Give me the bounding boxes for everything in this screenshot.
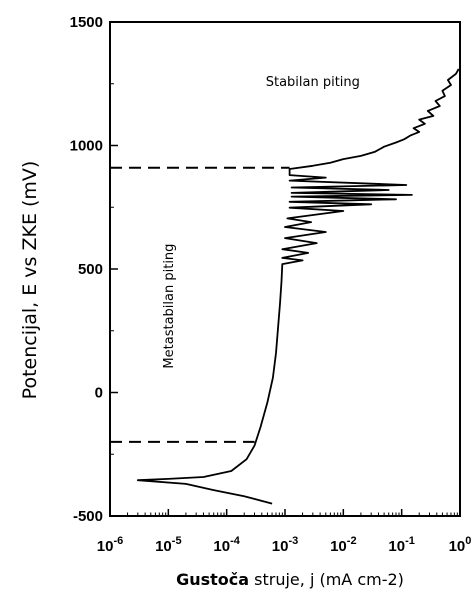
x-axis-label-bold: Gustoča [176,570,249,589]
x-tick-label: 100 [449,535,472,555]
x-tick-label: 10-5 [155,535,181,555]
x-tick-exponent: -1 [405,535,415,547]
series-group [136,68,460,505]
x-axis-ticks: 10-6 10-5 10-4 10-3 10-2 10-1 100 [97,509,472,555]
y-axis-ticks: -500 0 500 1000 1500 [70,14,118,525]
x-tick-base: 10 [388,538,405,555]
x-tick-base: 10 [272,538,289,555]
x-tick-exponent: -4 [230,535,241,547]
x-tick-label: 10-3 [272,535,298,555]
x-tick-exponent: -5 [172,535,182,547]
x-tick-exponent: -6 [113,535,123,547]
y-tick-label: 1000 [70,138,103,155]
polarization-curve [136,68,460,505]
y-tick-label: -500 [73,508,103,525]
annotation-label: Metastabilan piting [162,244,177,369]
x-tick-exponent: -3 [288,535,298,547]
x-tick-exponent: -2 [347,535,357,547]
y-tick-label: 500 [78,261,103,278]
reference-lines [110,166,290,443]
x-tick-base: 10 [213,538,230,555]
annotation-label: Stabilan piting [266,75,360,90]
x-tick-label: 10-1 [388,535,414,555]
x-tick-label: 10-6 [97,535,123,555]
x-tick-label: 10-4 [213,535,240,555]
x-tick-label: 10-2 [330,535,356,555]
x-axis-label-rest: struje, j (mA cm-2) [249,570,404,589]
x-tick-base: 10 [155,538,172,555]
x-tick-exponent: 0 [465,535,471,547]
x-tick-base: 10 [330,538,347,555]
annotations: Stabilan piting Metastabilan piting [162,75,360,368]
x-tick-base: 10 [97,538,114,555]
x-axis-label: Gustoča struje, j (mA cm-2) [176,570,404,589]
y-axis-label: Potencijal, E vs ZKE (mV) [19,161,41,400]
y-tick-label: 1500 [70,14,103,31]
x-tick-base: 10 [449,538,466,555]
y-tick-label: 0 [95,385,103,402]
